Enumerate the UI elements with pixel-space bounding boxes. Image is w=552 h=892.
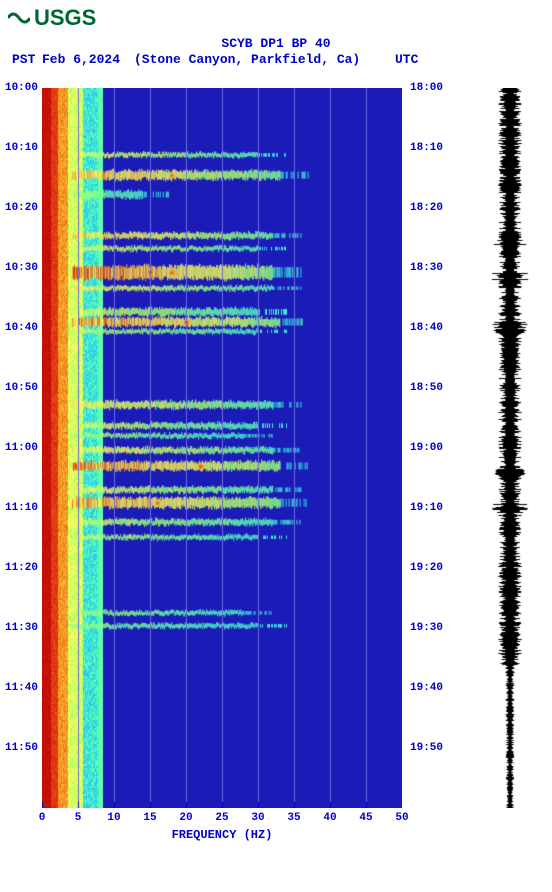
x-tick: 5	[66, 812, 90, 824]
location-label: (Stone Canyon, Parkfield, Ca)	[134, 52, 360, 67]
date-label: Feb 6,2024	[42, 52, 120, 67]
right-time-tick: 19:20	[410, 562, 443, 574]
left-time-tick: 10:20	[0, 202, 38, 214]
right-time-tick: 19:50	[410, 742, 443, 754]
x-tick: 0	[30, 812, 54, 824]
x-tick: 25	[210, 812, 234, 824]
x-tick: 45	[354, 812, 378, 824]
left-time-tick: 11:00	[0, 442, 38, 454]
right-time-tick: 19:00	[410, 442, 443, 454]
left-time-tick: 11:50	[0, 742, 38, 754]
left-time-tick: 11:20	[0, 562, 38, 574]
left-time-tick: 10:10	[0, 142, 38, 154]
x-tick: 20	[174, 812, 198, 824]
chart-title: SCYB DP1 BP 40	[0, 36, 552, 51]
seismogram-plot	[480, 88, 540, 808]
right-time-tick: 19:40	[410, 682, 443, 694]
right-time-tick: 18:30	[410, 262, 443, 274]
x-tick: 15	[138, 812, 162, 824]
right-time-tick: 18:40	[410, 322, 443, 334]
x-axis-label: FREQUENCY (HZ)	[42, 828, 402, 842]
spectrogram-canvas	[42, 88, 402, 808]
left-tz-label: PST	[12, 52, 35, 67]
x-tick: 30	[246, 812, 270, 824]
x-tick: 50	[390, 812, 414, 824]
usgs-logo: USGS	[8, 5, 96, 31]
left-time-tick: 10:40	[0, 322, 38, 334]
left-time-tick: 10:30	[0, 262, 38, 274]
x-tick: 35	[282, 812, 306, 824]
right-time-tick: 18:10	[410, 142, 443, 154]
left-time-tick: 10:00	[0, 82, 38, 94]
seismogram-canvas	[480, 88, 540, 808]
x-tick: 40	[318, 812, 342, 824]
right-time-tick: 18:00	[410, 82, 443, 94]
spectrogram-plot	[42, 88, 402, 808]
right-time-tick: 18:20	[410, 202, 443, 214]
x-tick: 10	[102, 812, 126, 824]
right-tz-label: UTC	[395, 52, 418, 67]
left-time-tick: 11:30	[0, 622, 38, 634]
left-time-tick: 11:40	[0, 682, 38, 694]
wave-icon	[8, 7, 30, 30]
left-time-tick: 10:50	[0, 382, 38, 394]
right-time-tick: 19:30	[410, 622, 443, 634]
logo-text: USGS	[34, 5, 96, 31]
right-time-tick: 18:50	[410, 382, 443, 394]
right-time-tick: 19:10	[410, 502, 443, 514]
left-time-tick: 11:10	[0, 502, 38, 514]
